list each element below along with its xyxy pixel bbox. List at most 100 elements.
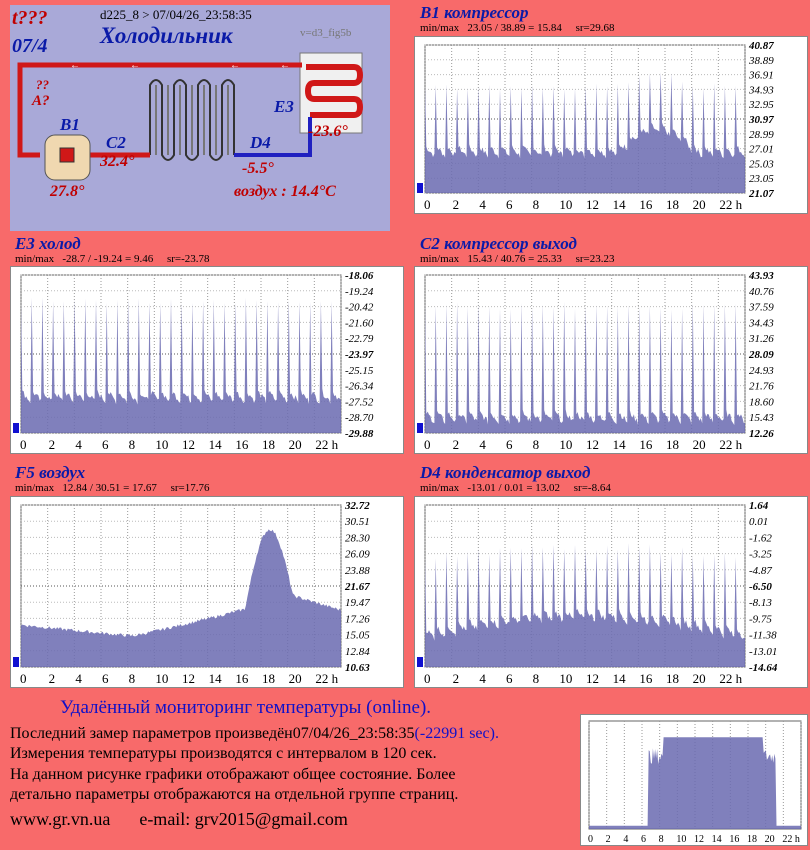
y-tick-label: 26.09 <box>345 549 370 561</box>
flow-arrow: ← <box>130 60 140 71</box>
x-tick-label: 20 <box>693 197 706 212</box>
x-tick-label: 8 <box>129 671 136 686</box>
series-area <box>425 302 745 433</box>
x-tick-label: 6 <box>102 437 109 452</box>
y-tick-label: 32.95 <box>748 99 774 111</box>
mini-chart-svg: 0 2 4 6 8 10 12 14 16 18 20 22 h <box>588 720 802 845</box>
y-tick-label: 12.84 <box>345 646 370 658</box>
position-marker <box>13 423 19 433</box>
y-tick-label: 21.76 <box>749 381 774 393</box>
y-tick-label: -19.24 <box>345 286 374 298</box>
x-tick-label: 10 <box>559 197 572 212</box>
d4-value: -5.5° <box>242 160 274 177</box>
position-marker <box>417 183 423 193</box>
x-tick-label: 8 <box>533 197 540 212</box>
chart-d4: 1.64 0.01 -1.62 -3.25 -4.87 -6.50 -8.13 -9.75 -1… <box>414 496 808 688</box>
y-tick-label: -20.42 <box>345 302 374 314</box>
x-tick-label: 6 <box>506 437 513 452</box>
series-area <box>21 297 341 433</box>
x-tick-label: 4 <box>75 671 82 686</box>
contact-line: www.gr.vn.ua e-mail: grv2015@gmail.com <box>10 809 348 830</box>
liquid-line <box>234 117 312 157</box>
x-tick-label: 14 <box>209 671 223 686</box>
panel-stats-c2: min/max 15.43 / 40.76 = 25.33 sr=23.23 <box>420 253 615 265</box>
x-tick-label: 6 <box>506 197 513 212</box>
compressor-sensor <box>59 147 75 163</box>
email-link[interactable]: e-mail: grv2015@gmail.com <box>139 809 348 829</box>
x-tick-label: 4 <box>623 834 628 845</box>
x-tick-label: 22 h <box>719 197 742 212</box>
y-tick-label: -27.52 <box>345 396 374 408</box>
last-measure-line: Последний замер параметров произведён07/… <box>10 725 499 743</box>
y-tick-label: -14.64 <box>749 662 778 674</box>
y-tick-label: 30.97 <box>748 114 774 126</box>
chart-b1: 40.87 38.89 36.91 34.93 32.95 30.97 28.99 27.01… <box>414 36 808 214</box>
chart-c2-svg: 43.93 40.76 37.59 34.43 31.26 28.09 24.93 21.76… <box>417 270 774 452</box>
y-tick-label: -6.50 <box>749 581 772 593</box>
y-tick-label: 23.05 <box>749 173 774 185</box>
x-tick-label: 0 <box>424 437 431 452</box>
y-tick-label: 21.67 <box>344 581 370 593</box>
y-tick-label: 15.05 <box>345 630 370 642</box>
y-tick-label: 31.26 <box>748 333 774 345</box>
y-tick-label: -21.60 <box>345 317 374 329</box>
y-tick-label: -1.62 <box>749 532 772 544</box>
x-tick-label: 0 <box>20 437 27 452</box>
alert-label: t??? <box>12 7 48 29</box>
series-area <box>21 529 341 667</box>
panel-stats-d4: min/max -13.01 / 0.01 = 13.02 sr=-8.64 <box>420 482 611 494</box>
chart-f5: 32.72 30.51 28.30 26.09 23.88 21.67 19.47 17.26… <box>10 496 404 688</box>
x-tick-label: 10 <box>676 834 686 845</box>
a-sensor-label: A? <box>32 93 50 109</box>
interval-line: Измерения температуры производятся с инт… <box>10 745 437 762</box>
device-line: d225_8 > 07/04/26_23:58:35 <box>100 7 252 22</box>
y-tick-label: -28.70 <box>345 412 374 424</box>
y-tick-label: -11.38 <box>749 630 777 642</box>
refrigerator-diagram: ← ← ← ← t??? 07/4 d225_8 > 07/04/26_23:5… <box>10 5 390 231</box>
y-tick-label: -18.06 <box>345 270 374 282</box>
x-tick-label: 14 <box>712 834 722 845</box>
x-tick-label: 2 <box>606 834 611 845</box>
x-tick-label: 4 <box>479 437 486 452</box>
y-tick-label: -9.75 <box>749 613 772 625</box>
x-tick-label: 12 <box>182 437 195 452</box>
y-tick-label: -23.97 <box>345 349 374 361</box>
y-tick-label: 34.93 <box>748 84 774 96</box>
site-link[interactable]: www.gr.vn.ua <box>10 809 111 829</box>
panel-title-e3: E3 холод <box>15 234 81 253</box>
flow-arrow: ← <box>70 60 80 71</box>
x-tick-label: 6 <box>641 834 646 845</box>
x-tick-label: 6 <box>102 671 109 686</box>
x-tick-label: 14 <box>613 437 627 452</box>
y-tick-label: 40.87 <box>748 40 774 52</box>
y-tick-label: 37.59 <box>748 302 774 314</box>
chart-c2: 43.93 40.76 37.59 34.43 31.26 28.09 24.93 21.76… <box>414 266 808 454</box>
air-temperature: воздух : 14.4°C <box>234 183 336 200</box>
y-tick-label: 28.99 <box>749 129 774 141</box>
x-tick-label: 18 <box>666 197 679 212</box>
y-tick-label: 36.91 <box>748 70 774 82</box>
c2-label: C2 <box>106 133 126 152</box>
flow-arrow: ← <box>280 60 290 71</box>
flow-arrow: ← <box>230 60 240 71</box>
x-tick-label: 14 <box>613 197 627 212</box>
y-tick-label: 28.09 <box>748 349 774 361</box>
panel-title-f5: F5 воздух <box>15 463 86 482</box>
x-tick-label: 12 <box>182 671 195 686</box>
panel-title-c2: C2 компрессор выход <box>420 234 577 253</box>
y-tick-label: 32.72 <box>344 500 370 512</box>
y-tick-label: -29.88 <box>345 428 374 440</box>
y-tick-label: -25.15 <box>345 365 374 377</box>
y-tick-label: 30.51 <box>344 516 370 528</box>
mini-chart: 0 2 4 6 8 10 12 14 16 18 20 22 h <box>580 714 808 846</box>
y-tick-label: 18.60 <box>749 396 774 408</box>
x-tick-label: 22 h <box>719 437 742 452</box>
x-tick-label: 20 <box>289 671 302 686</box>
x-tick-label: 20 <box>289 437 302 452</box>
e3-value: -23.6° <box>308 123 348 140</box>
y-tick-label: -26.34 <box>345 381 374 393</box>
y-tick-label: 0.01 <box>749 516 768 528</box>
y-tick-label: 24.93 <box>749 365 774 377</box>
x-tick-label: 0 <box>20 671 27 686</box>
y-tick-label: 43.93 <box>748 270 774 282</box>
